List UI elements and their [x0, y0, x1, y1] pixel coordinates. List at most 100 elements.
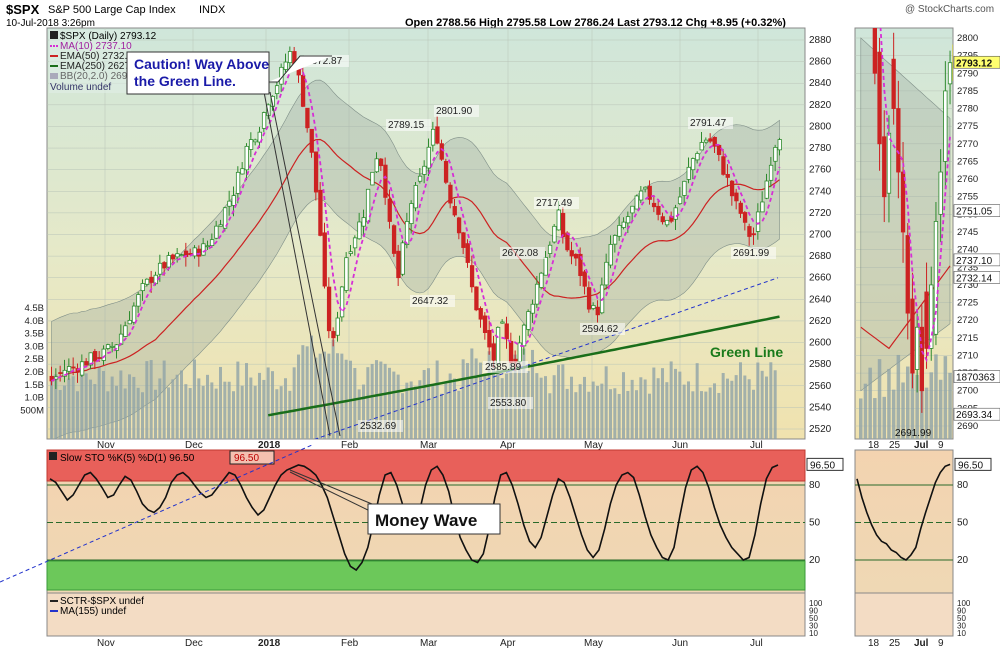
candle-body [97, 357, 102, 359]
volume-bar [557, 364, 560, 439]
side-price-tick-label: 2725 [957, 298, 978, 309]
candle-body [227, 200, 232, 207]
price-tick-label: 2820 [809, 100, 832, 111]
candle-body [760, 201, 765, 213]
volume-tick-label: 500M [20, 405, 44, 416]
trend-line [314, 277, 779, 439]
volume-bar [461, 359, 465, 439]
candle-body [643, 186, 648, 190]
side-price-label-box [953, 253, 1000, 267]
volume-bar [661, 368, 664, 439]
volume-bar [102, 370, 105, 439]
candle-body [218, 224, 223, 227]
candle-body [105, 344, 111, 349]
candle-body [261, 112, 267, 129]
candle-body [71, 366, 76, 369]
volume-bar [609, 389, 612, 439]
candle-body [495, 326, 501, 365]
side-date-tick-label-bottom: 9 [938, 638, 944, 649]
candle-body [231, 195, 236, 206]
side-volume-bar [929, 372, 933, 439]
price-label: 2789.15 [388, 120, 425, 131]
side-stochastic-last-box [954, 457, 992, 471]
price-label-bg [410, 295, 455, 307]
volume-bar [522, 348, 526, 439]
volume-bar [665, 382, 669, 439]
candle-body [149, 276, 154, 283]
volume-bar [314, 357, 318, 439]
candle-body [742, 212, 748, 223]
stochastic-last-box [806, 457, 844, 471]
volume-bar [422, 369, 426, 439]
candle-body [140, 283, 145, 292]
volume-bar [509, 354, 513, 439]
volume-bar [474, 358, 478, 439]
price-tick-label: 2680 [809, 251, 832, 262]
price-label-bg [580, 323, 625, 335]
volume-bar [617, 393, 621, 439]
volume-bar [262, 379, 266, 439]
volume-bar [648, 393, 651, 439]
candle-body [335, 317, 340, 336]
bollinger-band [51, 79, 780, 439]
date-tick-label-bottom: Feb [341, 638, 359, 649]
candle-body [703, 139, 709, 143]
candle-body [175, 253, 180, 258]
date-tick-label-bottom: Mar [420, 638, 438, 649]
side-volume-bar [924, 387, 929, 439]
candle-body [127, 319, 132, 325]
side-candle-body [924, 291, 929, 349]
volume-bar [639, 377, 643, 439]
price-tick-label: 2720 [809, 208, 832, 219]
volume-bar [379, 361, 383, 439]
volume-bar [418, 380, 422, 439]
candle-body [300, 75, 306, 107]
candle-body [695, 153, 700, 161]
volume-bar [201, 385, 205, 439]
candle-body [426, 146, 431, 169]
candle-body [734, 192, 739, 202]
candle-body [361, 217, 366, 227]
stockcharts-watermark: @ StockCharts.com [905, 4, 994, 15]
side-price-label: 2751.05 [956, 207, 993, 218]
side-candlesticks [872, 28, 953, 413]
candle-body [465, 243, 470, 263]
volume-bar [539, 377, 543, 439]
volume-bar [448, 373, 452, 439]
ticker-symbol: $SPX [6, 2, 40, 17]
candle-body [58, 372, 63, 374]
volume-bar [687, 381, 690, 439]
candle-body [196, 248, 202, 257]
volume-bar [388, 367, 391, 439]
candle-body [608, 244, 613, 266]
side-ma10-line [879, 28, 951, 363]
side-candle-body [882, 136, 887, 198]
candle-body [660, 216, 665, 223]
candle-body [534, 283, 540, 305]
candle-body [729, 180, 735, 197]
volume-bar [97, 366, 101, 439]
candle-body [283, 61, 288, 70]
volume-bar [626, 390, 630, 439]
volume-bar [353, 367, 357, 439]
price-label: 2691.99 [733, 248, 770, 259]
stochastic-last-label: 96.50 [810, 460, 835, 471]
candle-body [664, 219, 670, 226]
volume-bar [652, 367, 656, 439]
legend-volume: Volume undef [50, 82, 111, 93]
volume-bar [370, 363, 374, 439]
volume-bar [106, 391, 110, 439]
candle-body [508, 340, 514, 363]
price-tick-label: 2620 [809, 316, 832, 327]
ema50-line [51, 138, 780, 382]
price-tick-label: 2760 [809, 165, 832, 176]
candle-body [530, 303, 535, 314]
volume-bar [340, 353, 344, 439]
candle-body [560, 212, 566, 238]
candle-body [144, 278, 150, 285]
volume-tick-label: 4.0B [24, 316, 44, 327]
candle-body [682, 180, 687, 196]
volume-bar [700, 391, 703, 439]
volume-bar [206, 374, 209, 439]
caution-line-2: the Green Line. [134, 73, 236, 89]
